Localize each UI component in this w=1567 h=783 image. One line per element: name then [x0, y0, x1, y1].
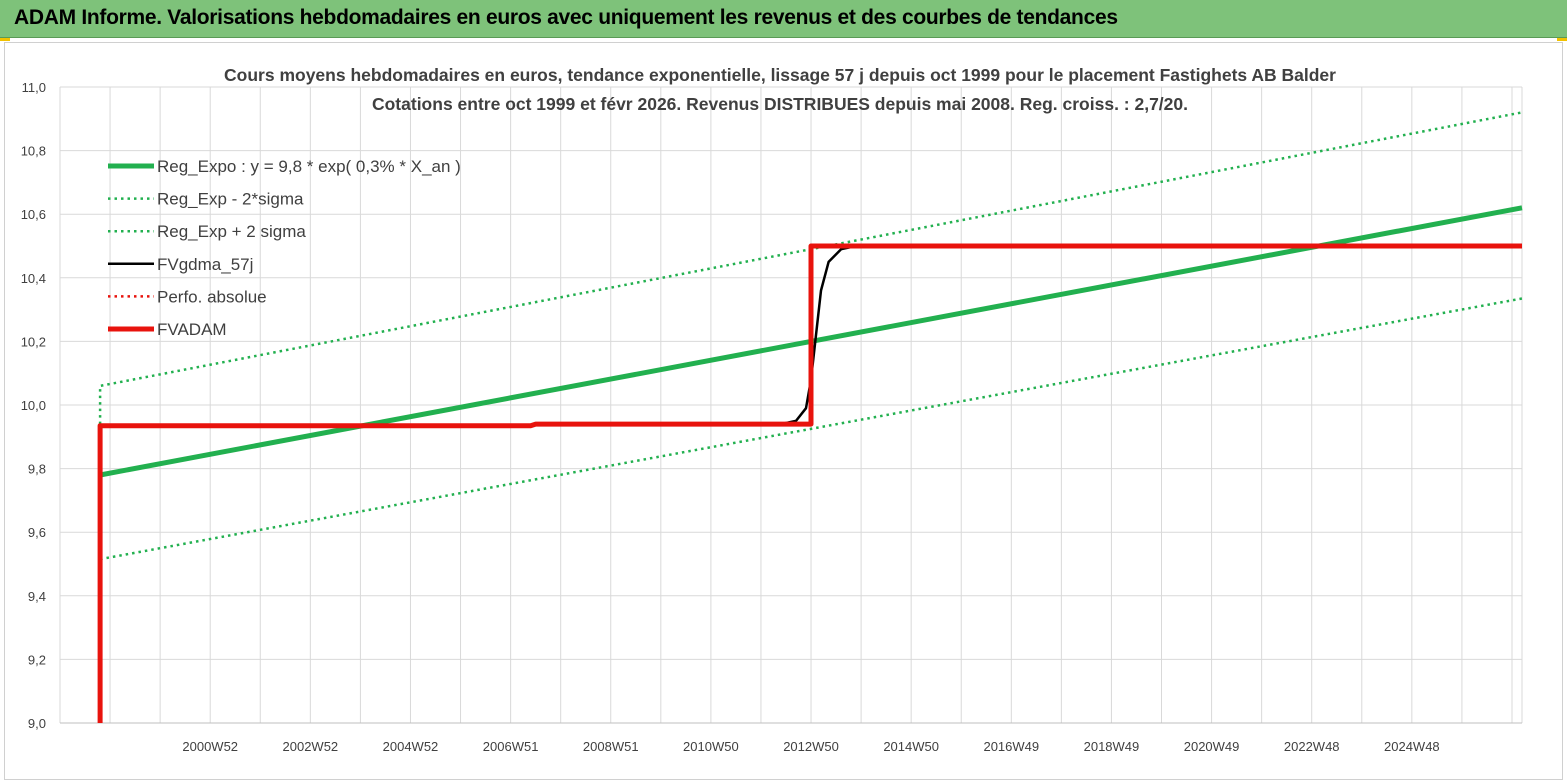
legend-item-perfo-label: Perfo. absolue	[157, 287, 267, 306]
x-tick-label: 2014W50	[883, 739, 939, 754]
corner-mark-right	[1557, 38, 1567, 41]
x-tick-label: 2018W49	[1084, 739, 1140, 754]
grid	[59, 86, 1523, 724]
x-tick-label: 2012W50	[783, 739, 839, 754]
legend-item-fvgdma-label: FVgdma_57j	[157, 255, 253, 274]
y-tick-label: 9,4	[28, 589, 46, 604]
x-tick-label: 2002W52	[283, 739, 339, 754]
x-tick-label: 2024W48	[1384, 739, 1440, 754]
legend-item-fvadam-label: FVADAM	[157, 320, 227, 339]
chart-title-line2: Cotations entre oct 1999 et févr 2026. R…	[372, 94, 1188, 114]
y-tick-label: 10,0	[21, 398, 46, 413]
y-tick-label: 9,2	[28, 652, 46, 667]
y-tick-label: 11,0	[22, 80, 46, 95]
series	[97, 111, 1523, 723]
legend-item-reg-expo-label: Reg_Expo : y = 9,8 * exp( 0,3% * X_an )	[157, 157, 461, 176]
y-tick-label: 9,8	[28, 462, 46, 477]
x-tick-label: 2008W51	[583, 739, 639, 754]
x-tick-label: 2016W49	[983, 739, 1039, 754]
smoothed-series	[780, 244, 857, 426]
x-axis-ticks: 2000W52 2002W52 2004W52 2006W51 2008W51 2010W…	[182, 739, 1439, 754]
y-tick-label: 10,2	[21, 334, 46, 349]
y-tick-label: 10,6	[21, 207, 46, 222]
chart-title-line1: Cours moyens hebdomadaires en euros, ten…	[224, 65, 1336, 85]
report-banner: ADAM Informe. Valorisations hebdomadaire…	[0, 0, 1567, 38]
chart-frame	[4, 42, 1563, 780]
corner-mark-left	[0, 38, 10, 41]
x-tick-label: 2010W50	[683, 739, 739, 754]
y-tick-label: 10,8	[21, 144, 46, 159]
x-tick-label: 2020W49	[1184, 739, 1240, 754]
x-tick-label: 2006W51	[483, 739, 539, 754]
y-axis-ticks: 9,0 9,2 9,4 9,6 9,8 10,0 10,2 10,4 10,6 10,8 11,0	[21, 80, 46, 731]
legend: Reg_Expo : y = 9,8 * exp( 0,3% * X_an ) R…	[108, 157, 461, 339]
y-tick-label: 10,4	[21, 271, 46, 286]
x-tick-label: 2004W52	[383, 739, 439, 754]
y-tick-label: 9,0	[28, 716, 46, 731]
legend-item-reg-plus-label: Reg_Exp + 2 sigma	[157, 222, 306, 241]
fvadam-series	[97, 243, 1522, 723]
x-tick-label: 2022W48	[1284, 739, 1340, 754]
report-title: ADAM Informe. Valorisations hebdomadaire…	[14, 6, 1118, 29]
trend-minus-2sigma-series	[99, 297, 1523, 561]
legend-item-reg-minus-label: Reg_Exp - 2*sigma	[157, 190, 304, 209]
x-tick-label: 2000W52	[182, 739, 238, 754]
y-tick-label: 9,6	[28, 525, 46, 540]
